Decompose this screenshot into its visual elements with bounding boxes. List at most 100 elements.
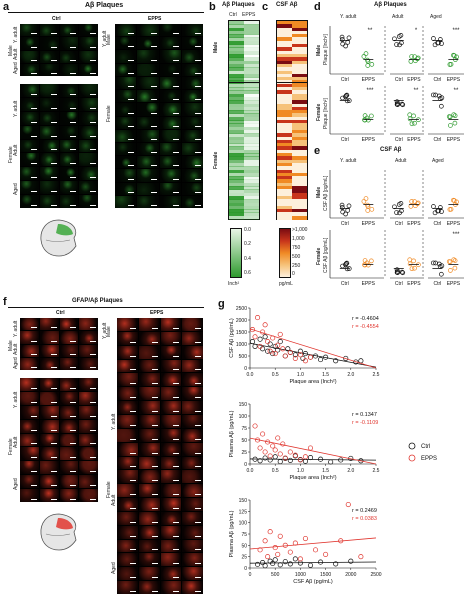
scale-bar	[30, 499, 37, 500]
heatmap-cell	[229, 113, 244, 118]
heatmap-cell	[229, 143, 244, 147]
scatter-point	[287, 549, 293, 555]
scatter-point	[272, 557, 278, 563]
scale-bar	[70, 205, 77, 206]
scatter-point	[287, 349, 293, 355]
micrograph-tile	[59, 344, 79, 357]
scale-bar	[151, 397, 158, 399]
panel-f-ctrl-label: Ctrl	[56, 310, 65, 316]
panel-b-title: Aβ Plaques	[222, 2, 255, 8]
scale-bar	[151, 383, 158, 385]
scatter-point	[265, 339, 271, 345]
scatter-point	[257, 336, 263, 342]
heatmap-cell	[292, 73, 307, 78]
micrograph-tile	[79, 153, 98, 167]
micrograph-tile	[181, 142, 203, 156]
scatter-point	[275, 435, 281, 441]
panel-b-heatmap	[228, 20, 260, 220]
micrograph-tile	[20, 461, 39, 475]
micrograph-tile	[182, 539, 203, 553]
data-point	[408, 59, 414, 64]
heatmap-cell	[229, 209, 244, 213]
heatmap-cell	[229, 110, 244, 114]
heatmap-cell	[292, 136, 307, 141]
scatter-point	[277, 331, 283, 337]
data-point	[394, 210, 399, 215]
scatter-point	[292, 352, 298, 358]
data-point	[395, 269, 400, 274]
data-point	[448, 268, 453, 273]
heatmap-cell	[229, 189, 244, 194]
micrograph-tile	[79, 37, 98, 50]
y-tick-label: 25	[241, 555, 247, 561]
scale-bar	[150, 86, 157, 88]
heatmap-cell	[292, 199, 307, 204]
x-tick-label: 2500	[370, 572, 381, 578]
scale-bar	[195, 355, 201, 357]
micrograph-tile	[117, 581, 138, 594]
panel-d-title: Aβ Plaques	[374, 2, 407, 8]
scale-bar	[90, 401, 96, 403]
scale-bar	[70, 401, 77, 403]
scale-bar	[50, 499, 57, 500]
scale-bar	[50, 177, 57, 179]
micrograph-tile	[137, 169, 159, 182]
scatter-point	[277, 451, 283, 457]
heatmap-cell	[244, 172, 259, 177]
scale-bar	[70, 93, 77, 95]
heatmap-cell	[229, 126, 244, 131]
micrograph-tile	[115, 90, 137, 103]
data-point	[392, 36, 397, 42]
micrograph-tile	[59, 357, 79, 370]
scale-bar	[129, 521, 136, 523]
regression-line	[249, 328, 377, 369]
y-tick-label: 150	[239, 402, 248, 408]
scale-bar	[150, 99, 157, 101]
scale-bar	[30, 401, 37, 403]
heatmap-cell	[229, 146, 244, 151]
heatmap-cell	[229, 37, 244, 42]
scatter-point	[249, 327, 256, 333]
heatmap-cell	[229, 83, 244, 88]
data-point	[437, 37, 443, 42]
micrograph-tile	[181, 90, 203, 103]
data-point	[399, 40, 404, 46]
heatmap-cell	[229, 57, 244, 62]
micrograph-tile	[117, 359, 138, 373]
scale-bar	[50, 107, 57, 109]
panel-letter-d: d	[314, 1, 321, 13]
heatmap-cell	[244, 27, 259, 32]
heatmap-cell	[229, 162, 244, 167]
micrograph-tile	[182, 373, 203, 387]
micrograph-tile	[39, 405, 59, 419]
micrograph-tile	[79, 50, 98, 63]
x-tick-ctrl: Ctrl	[395, 221, 403, 227]
scale-bar	[129, 535, 136, 537]
micrograph-tile	[160, 345, 182, 359]
scale-bar	[30, 177, 37, 179]
regression-line	[249, 537, 377, 550]
scatter-point	[252, 423, 258, 429]
panel-b-male-label: Male	[213, 41, 219, 53]
micrograph-tile	[138, 539, 160, 553]
panel-a-ctrl-male-grid	[20, 24, 98, 76]
micrograph-tile	[79, 489, 98, 502]
heatmap-cell	[277, 21, 292, 25]
scale-bar	[150, 165, 157, 167]
micrograph-tile	[160, 373, 182, 387]
heatmap-cell	[277, 176, 292, 180]
heatmap-cell	[292, 133, 307, 138]
panel-letter-e: e	[314, 145, 321, 157]
regression-line	[249, 342, 377, 368]
micrograph-tile	[59, 405, 79, 419]
y-tick-label: 75	[241, 532, 247, 538]
scale-bar	[30, 93, 37, 95]
scale-bar	[150, 205, 157, 206]
heatmap-cell	[292, 172, 307, 177]
data-point	[363, 51, 369, 56]
scatter-point	[262, 455, 268, 461]
micrograph-tile	[79, 195, 98, 208]
heatmap-cell	[244, 50, 259, 55]
heatmap-cell	[292, 176, 307, 180]
scale-bar	[173, 369, 180, 371]
